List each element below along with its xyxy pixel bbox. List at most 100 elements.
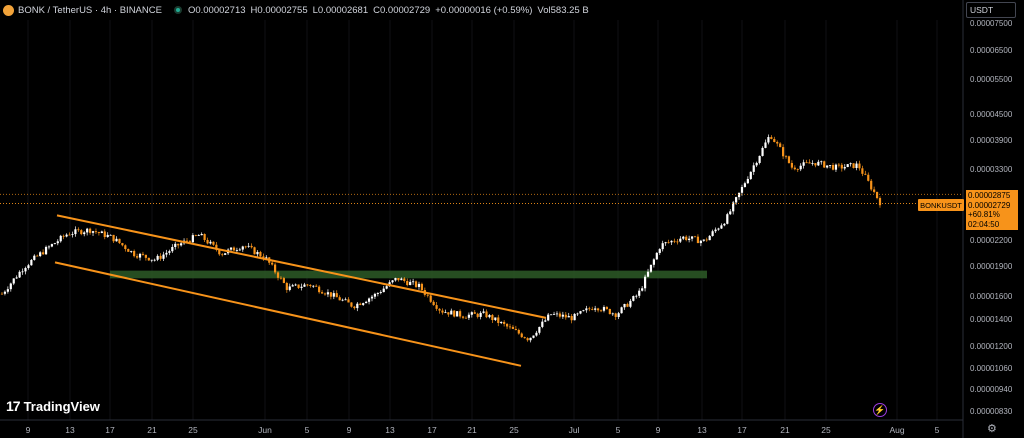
low-label: L xyxy=(312,4,318,16)
candle-body xyxy=(409,281,412,286)
candle-body xyxy=(508,326,512,328)
open-value: 0.00002713 xyxy=(195,4,246,16)
candle-body xyxy=(781,147,785,157)
candle-body xyxy=(875,191,879,199)
candle-body xyxy=(444,312,447,314)
candle-body xyxy=(682,236,685,239)
candle-body xyxy=(470,312,473,315)
candle-body xyxy=(341,299,344,301)
candle-body xyxy=(221,254,224,256)
candle-body xyxy=(555,313,559,315)
candle-body xyxy=(124,245,127,250)
flash-icon[interactable]: ⚡ xyxy=(873,403,887,417)
candle-body xyxy=(3,291,7,294)
candle-body xyxy=(403,278,406,281)
close-label: C xyxy=(373,4,380,16)
candle-body xyxy=(36,255,39,257)
candle-body xyxy=(273,264,277,273)
price-box-last: 0.00002729 xyxy=(968,200,1011,210)
candle-body xyxy=(573,313,576,321)
candle-body xyxy=(655,252,658,260)
candle-body xyxy=(12,278,15,284)
candle-body xyxy=(485,311,488,318)
x-tick-label: 5 xyxy=(615,425,621,435)
candle-body xyxy=(673,240,676,242)
candle-body xyxy=(118,238,121,244)
candle-body xyxy=(379,292,382,293)
candle-body xyxy=(68,234,71,236)
candle-body xyxy=(365,301,368,304)
candle-body xyxy=(605,307,609,309)
candle-body xyxy=(256,251,259,255)
candle-body xyxy=(873,189,876,192)
candle-body xyxy=(614,313,617,317)
candle-body xyxy=(265,257,268,259)
candle-body xyxy=(326,292,330,295)
candle-body xyxy=(773,138,776,142)
x-tick-label: Jun xyxy=(258,425,272,435)
candle-body xyxy=(432,301,435,306)
candle-body xyxy=(356,303,359,309)
candle-body xyxy=(400,278,403,281)
candle-body xyxy=(62,235,65,237)
candle-body xyxy=(635,295,638,297)
candle-body xyxy=(558,313,562,317)
candle-body xyxy=(109,234,112,236)
candle-body xyxy=(620,307,623,314)
y-tick-label: 0.00001200 xyxy=(970,342,1013,352)
candle-body xyxy=(42,252,45,255)
price-box-high: 0.00002875 xyxy=(968,191,1011,200)
candle-body xyxy=(18,271,21,278)
y-tick-label: 0.00005500 xyxy=(970,75,1013,84)
candle-body xyxy=(147,257,150,261)
symbol-title[interactable]: BONK / TetherUS · 4h · BINANCE xyxy=(18,4,162,16)
candle-body xyxy=(344,299,347,301)
candle-body xyxy=(320,292,324,294)
candle-body xyxy=(367,298,371,302)
candle-body xyxy=(6,289,9,292)
candle-body xyxy=(541,321,544,327)
price-box-change: +60.81% xyxy=(968,210,1000,219)
candle-body xyxy=(476,313,479,317)
candle-body xyxy=(776,141,779,144)
volume-value: 583.25 B xyxy=(550,4,589,16)
candle-body xyxy=(86,228,89,233)
candle-body xyxy=(406,280,409,286)
candle-body xyxy=(174,243,177,247)
candle-body xyxy=(567,315,570,318)
candle-body xyxy=(159,255,162,259)
price-box: 0.00002875 0.00002729 +60.81% 02:04:50 xyxy=(966,190,1018,230)
candle-body xyxy=(690,236,694,239)
candle-body xyxy=(746,178,749,184)
candle-body xyxy=(831,165,835,170)
x-tick-label: Jul xyxy=(568,425,580,435)
candle-body xyxy=(97,232,101,234)
candle-body xyxy=(861,168,864,174)
candle-body xyxy=(312,285,315,287)
candle-body xyxy=(503,321,506,324)
candle-body xyxy=(200,234,203,236)
tradingview-logo[interactable]: 17 TradingView xyxy=(6,398,100,414)
y-tick-label: 0.00002200 xyxy=(970,236,1013,246)
candle-body xyxy=(332,293,335,297)
high-value: 0.00002755 xyxy=(257,4,308,16)
candle-body xyxy=(855,163,858,168)
candle-body xyxy=(153,259,156,261)
candle-body xyxy=(641,288,644,291)
currency-selector[interactable]: USDT xyxy=(966,2,1016,18)
candle-body xyxy=(297,284,300,288)
candle-body xyxy=(758,155,761,163)
candle-body xyxy=(823,161,826,168)
market-open-icon xyxy=(173,6,182,14)
tradingview-logo-text: TradingView xyxy=(23,398,100,414)
tradingview-mark-icon: 17 xyxy=(6,398,21,414)
candle-body xyxy=(843,167,846,169)
channel-upper-line xyxy=(56,214,547,319)
candle-body xyxy=(570,315,573,321)
close-value: 0.00002729 xyxy=(380,4,431,16)
candle-body xyxy=(482,311,485,313)
candle-body xyxy=(544,320,547,322)
y-tick-label: 0.00001600 xyxy=(970,292,1013,301)
gear-icon[interactable]: ⚙ xyxy=(987,423,997,435)
